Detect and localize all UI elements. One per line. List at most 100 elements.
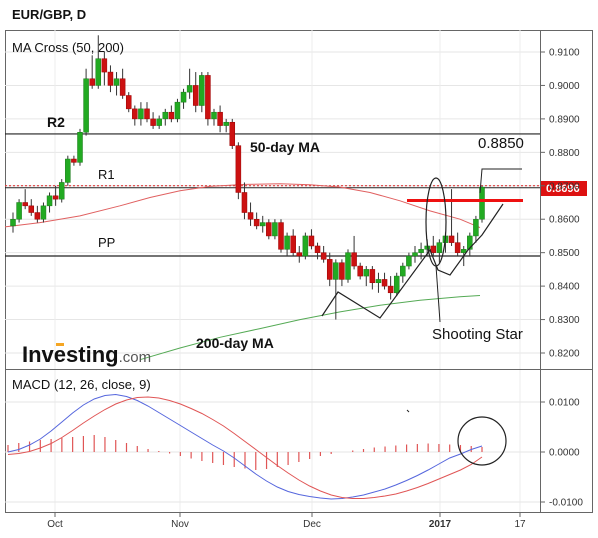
r1-label: R1: [98, 167, 115, 182]
candle: [363, 266, 370, 287]
candle-body: [278, 222, 284, 250]
candle-body: [10, 218, 16, 227]
candle: [308, 229, 315, 250]
signal-line: [7, 396, 483, 499]
candle-body: [253, 218, 260, 227]
candle-body: [211, 111, 217, 120]
candle: [320, 245, 327, 263]
candle-body: [192, 85, 199, 106]
candle-body: [40, 205, 47, 220]
candle-body: [22, 202, 28, 207]
candle-body: [290, 235, 296, 253]
candle: [272, 219, 278, 240]
candle: [473, 215, 479, 243]
candle-body: [393, 275, 400, 294]
candle: [467, 232, 473, 257]
candle: [168, 105, 175, 123]
candle-body: [369, 269, 376, 284]
candle: [290, 229, 296, 257]
candle: [22, 189, 28, 210]
y-tick-label: 0.8200: [549, 349, 580, 360]
candle-body: [454, 242, 461, 253]
candle: [174, 98, 181, 123]
macd-tick-label: -0.0100: [549, 498, 583, 509]
candle-body: [229, 121, 236, 146]
y-tick-label: 0.8700: [549, 181, 580, 192]
candle: [192, 72, 199, 113]
candle: [186, 68, 193, 99]
candle: [351, 235, 357, 270]
candle: [217, 105, 223, 133]
candle-body: [156, 118, 162, 126]
candle-body: [34, 212, 41, 220]
y-tick-label: 0.8300: [549, 315, 580, 326]
ma50-annotation: 50-day MA: [250, 139, 320, 155]
y-tick-label: 0.9000: [549, 81, 580, 92]
candle-body: [150, 118, 156, 126]
y-tick-label: 0.8500: [549, 248, 580, 259]
candle-body: [144, 108, 150, 120]
candle-body: [272, 222, 278, 237]
candle: [107, 65, 114, 93]
macd-line: [7, 393, 483, 500]
shooting-star-pointer: [435, 265, 441, 323]
candle-body: [162, 111, 169, 120]
macd-label: MACD (12, 26, close, 9): [12, 377, 151, 392]
candle-body: [473, 218, 479, 237]
x-ticks: Oct Nov Dec 2017 17: [47, 512, 526, 530]
candle-body: [345, 252, 351, 280]
candle-body: [247, 212, 254, 220]
candle: [333, 259, 339, 320]
candle: [479, 185, 485, 223]
pattern-lines: [321, 203, 504, 319]
candle: [381, 272, 388, 290]
candle-body: [467, 235, 473, 250]
chart-frame: [5, 30, 593, 513]
candle-body: [132, 108, 138, 120]
candle: [71, 155, 77, 166]
candle-body: [125, 95, 132, 110]
candle-body: [333, 262, 339, 280]
candle: [89, 55, 95, 89]
target-annotation: 0.8850: [478, 135, 524, 152]
candle-body: [460, 249, 467, 253]
y-tick-label: 0.8400: [549, 282, 580, 293]
candle: [235, 142, 242, 200]
candle: [180, 88, 187, 109]
investing-logo: Investing.com: [22, 342, 151, 367]
candle: [95, 35, 102, 89]
candle: [199, 72, 205, 113]
y-ticks: 0.9100 0.9000 0.8900 0.8800 0.8700 0.8600 0.85…: [540, 48, 583, 509]
candle-body: [186, 85, 193, 93]
candle-body: [89, 78, 95, 86]
candle: [345, 249, 351, 283]
candle-body: [320, 252, 327, 260]
candle-body: [351, 252, 357, 267]
candle: [34, 205, 41, 223]
candle-body: [406, 255, 412, 267]
candle-body: [400, 265, 406, 277]
candle: [132, 105, 138, 126]
candle-body: [241, 192, 248, 213]
candle: [156, 115, 162, 129]
candle-body: [107, 71, 114, 86]
candle: [266, 219, 272, 240]
current-price-box: [541, 181, 587, 196]
candle: [46, 192, 53, 213]
candle: [77, 128, 83, 166]
candle-body: [314, 245, 321, 253]
r2-label: R2: [47, 114, 65, 130]
candle-body: [52, 195, 59, 200]
candle: [375, 272, 382, 293]
candle: [393, 272, 400, 297]
indicator-label: MA Cross (50, 200): [12, 40, 124, 55]
candle-body: [357, 265, 363, 277]
logo-accent: [56, 343, 64, 346]
candle-body: [119, 78, 126, 96]
y-tick-label: 0.8800: [549, 148, 580, 159]
candle-body: [168, 111, 175, 120]
candle-body: [375, 279, 382, 284]
candle: [10, 212, 16, 233]
current-price: 0.8696: [546, 183, 580, 195]
candle: [339, 259, 345, 287]
